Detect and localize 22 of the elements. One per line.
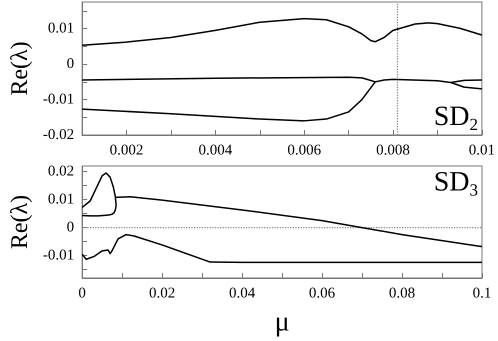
x-tick-label: 0.06 xyxy=(308,286,336,302)
y-axis-title: Re(λ) xyxy=(7,41,33,96)
x-tick-label: 0.002 xyxy=(110,142,144,158)
x-tick-label: 0.08 xyxy=(388,286,416,302)
x-tick-label: 0.01 xyxy=(468,142,495,158)
y-tick-label: 0.02 xyxy=(48,164,74,180)
x-tick-label: 0.1 xyxy=(472,286,492,302)
y-tick-label: 0.01 xyxy=(48,20,74,37)
y-tick-label: 0 xyxy=(66,56,74,72)
y-tick-label: -0.01 xyxy=(42,248,74,264)
x-tick-label: 0.04 xyxy=(228,286,256,302)
y-tick-label: -0.02 xyxy=(42,127,74,143)
y-tick-label: 0.01 xyxy=(48,192,74,208)
x-axis-title: μ xyxy=(274,306,290,338)
x-tick-label: 0.008 xyxy=(376,142,410,158)
x-tick-label: 0 xyxy=(78,286,86,302)
y-tick-label: -0.01 xyxy=(42,92,74,108)
x-tick-label: 0.02 xyxy=(148,286,176,302)
y-tick-label: 0 xyxy=(66,220,74,236)
x-tick-label: 0.006 xyxy=(287,142,322,158)
x-tick-label: 0.004 xyxy=(198,142,233,158)
y-axis-title: Re(λ) xyxy=(7,194,33,250)
